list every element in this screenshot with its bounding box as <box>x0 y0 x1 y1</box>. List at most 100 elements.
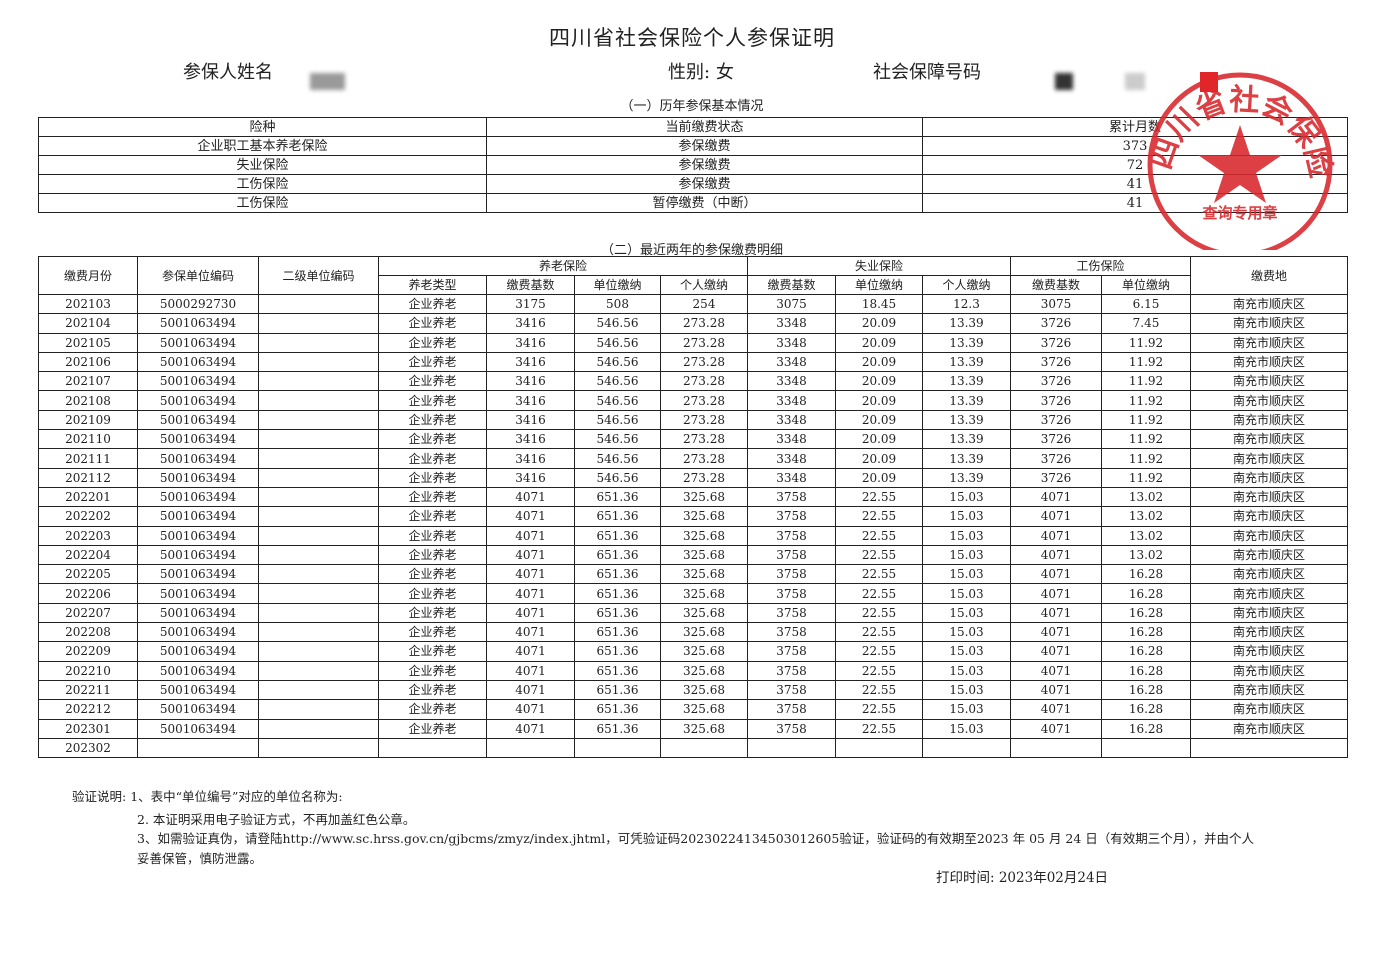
notes-line4: 妥善保管，慎防泄露。 <box>137 851 263 866</box>
notes-line3: 3、如需验证真伪，请登陆http://www.sc.hrss.gov.cn/gj… <box>137 831 1255 846</box>
table-cell <box>258 351 379 373</box>
redacted-ssn <box>1055 73 1073 90</box>
table-cell: 16.28 <box>1101 699 1191 720</box>
sub-header-cell: 缴费基数 <box>1010 275 1102 295</box>
table-cell: 企业养老 <box>378 718 487 739</box>
table-cell: 15.03 <box>922 660 1011 681</box>
table-cell: 3726 <box>1010 448 1102 469</box>
table-cell: 4071 <box>486 486 575 508</box>
table-cell <box>258 332 379 353</box>
table-cell: 南充市顺庆区 <box>1190 390 1348 411</box>
table-cell: 工伤保险 <box>38 174 487 194</box>
table-cell: 325.68 <box>660 544 748 566</box>
table-row: 202209 5001063494 企业养老 4071 651.36 325.68 3758… <box>38 641 1348 662</box>
table-cell: 3348 <box>747 351 836 373</box>
table-cell: 325.68 <box>660 660 748 681</box>
table-cell: 325.68 <box>660 506 748 527</box>
table-cell: 企业养老 <box>378 448 487 469</box>
table-cell: 325.68 <box>660 583 748 604</box>
table-cell: 企业养老 <box>378 564 487 585</box>
table-cell: 13.02 <box>1101 486 1191 508</box>
document-title: 四川省社会保险个人参保证明 <box>549 26 835 50</box>
table-cell: 4071 <box>1010 525 1102 546</box>
table-cell: 273.28 <box>660 390 748 411</box>
table-cell: 12.3 <box>922 293 1011 315</box>
table-cell <box>835 737 923 759</box>
table-cell: 3348 <box>747 313 836 334</box>
table-cell: 273.28 <box>660 371 748 392</box>
table-cell: 20.09 <box>835 313 923 334</box>
table-cell: 11.92 <box>1101 409 1191 431</box>
table-cell: 4071 <box>486 718 575 739</box>
sub-header-cell: 单位缴纳 <box>1101 275 1191 295</box>
table-cell: 202302 <box>38 737 138 759</box>
table-cell: 企业养老 <box>378 506 487 527</box>
table-cell: 508 <box>574 293 661 315</box>
table-cell: 325.68 <box>660 486 748 508</box>
table-cell: 3075 <box>747 293 836 315</box>
table-cell: 工伤保险 <box>38 193 487 213</box>
table-cell: 参保缴费 <box>486 174 923 194</box>
table-cell: 失业保险 <box>38 155 487 175</box>
table-cell: 5001063494 <box>137 429 259 450</box>
official-stamp: 四川省社会保险 查询专用章 <box>1144 72 1338 250</box>
table-cell <box>258 506 379 527</box>
table-cell: 20.09 <box>835 429 923 450</box>
table-row: 202105 5001063494 企业养老 3416 546.56 273.28 3348… <box>38 332 1348 353</box>
table-cell: 3726 <box>1010 390 1102 411</box>
table-cell: 546.56 <box>574 371 661 392</box>
table-row: 202106 5001063494 企业养老 3416 546.56 273.28 3348… <box>38 351 1348 373</box>
table-cell: 3348 <box>747 371 836 392</box>
table-cell: 企业养老 <box>378 467 487 488</box>
table-row: 202208 5001063494 企业养老 4071 651.36 325.68 3758… <box>38 622 1348 643</box>
table-cell <box>1101 737 1191 759</box>
table-cell <box>574 737 661 759</box>
table-cell: 企业养老 <box>378 679 487 701</box>
table-cell: 暂停缴费（中断） <box>486 193 923 213</box>
table-cell: 202207 <box>38 602 138 624</box>
table-row: 202111 5001063494 企业养老 3416 546.56 273.28 3348… <box>38 448 1348 469</box>
table-cell: 3726 <box>1010 332 1102 353</box>
table-cell: 企业职工基本养老保险 <box>38 136 487 156</box>
table-row: 202211 5001063494 企业养老 4071 651.36 325.68 3758… <box>38 679 1348 701</box>
table-cell: 南充市顺庆区 <box>1190 293 1348 315</box>
table-cell: 3416 <box>486 313 575 334</box>
table-cell: 4071 <box>486 660 575 681</box>
table-cell <box>258 737 379 759</box>
notes-text: 1、表中“单位编号”对应的单位名称为: <box>130 789 343 804</box>
table-cell: 南充市顺庆区 <box>1190 486 1348 508</box>
table-cell: 15.03 <box>922 486 1011 508</box>
table-cell: 15.03 <box>922 525 1011 546</box>
table-cell: 5001063494 <box>137 544 259 566</box>
table-cell: 5001063494 <box>137 409 259 431</box>
table-cell: 企业养老 <box>378 313 487 334</box>
table-cell: 4071 <box>1010 718 1102 739</box>
table-cell: 5001063494 <box>137 390 259 411</box>
table-cell: 202205 <box>38 564 138 585</box>
table-cell: 4071 <box>486 583 575 604</box>
table-cell: 651.36 <box>574 660 661 681</box>
table-cell: 3758 <box>747 544 836 566</box>
table-cell: 651.36 <box>574 699 661 720</box>
table-row: 202104 5001063494 企业养老 3416 546.56 273.28 3348… <box>38 313 1348 334</box>
table-cell: 20.09 <box>835 351 923 373</box>
table-cell: 3758 <box>747 506 836 527</box>
table-cell: 南充市顺庆区 <box>1190 409 1348 431</box>
table-cell: 3758 <box>747 699 836 720</box>
table-cell: 5001063494 <box>137 371 259 392</box>
table-cell: 202110 <box>38 429 138 450</box>
table-cell: 22.55 <box>835 583 923 604</box>
table-cell: 273.28 <box>660 467 748 488</box>
table-cell: 4071 <box>486 564 575 585</box>
table-cell: 325.68 <box>660 679 748 701</box>
table-cell: 3348 <box>747 390 836 411</box>
table-cell: 546.56 <box>574 409 661 431</box>
table-cell: 651.36 <box>574 602 661 624</box>
table-cell: 202106 <box>38 351 138 373</box>
table-cell: 22.55 <box>835 564 923 585</box>
table-cell: 4071 <box>1010 564 1102 585</box>
table-cell: 651.36 <box>574 525 661 546</box>
table-cell: 3758 <box>747 564 836 585</box>
table-cell: 546.56 <box>574 351 661 373</box>
table-cell: 4071 <box>486 622 575 643</box>
